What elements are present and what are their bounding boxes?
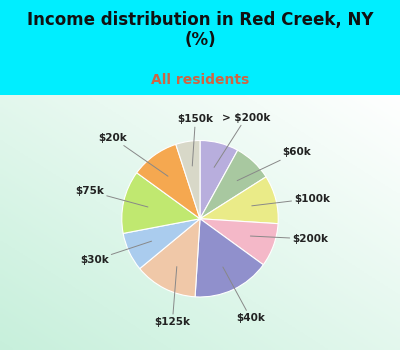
- Text: $30k: $30k: [80, 241, 152, 265]
- Wedge shape: [123, 219, 200, 268]
- Text: $75k: $75k: [75, 186, 148, 207]
- Wedge shape: [122, 173, 200, 233]
- Wedge shape: [200, 150, 266, 219]
- Text: $150k: $150k: [177, 114, 213, 166]
- Text: Income distribution in Red Creek, NY
(%): Income distribution in Red Creek, NY (%): [27, 10, 373, 49]
- Wedge shape: [140, 219, 200, 297]
- Text: $100k: $100k: [252, 194, 330, 206]
- Wedge shape: [200, 219, 278, 265]
- Wedge shape: [176, 140, 200, 219]
- Text: $125k: $125k: [154, 267, 190, 327]
- Text: $20k: $20k: [98, 133, 168, 176]
- Wedge shape: [137, 144, 200, 219]
- Wedge shape: [195, 219, 263, 297]
- Text: > $200k: > $200k: [214, 112, 270, 167]
- Text: All residents: All residents: [151, 74, 249, 88]
- Wedge shape: [200, 177, 278, 224]
- Text: $200k: $200k: [250, 234, 328, 244]
- Wedge shape: [200, 140, 238, 219]
- Text: $40k: $40k: [223, 267, 265, 323]
- Text: $60k: $60k: [237, 147, 311, 181]
